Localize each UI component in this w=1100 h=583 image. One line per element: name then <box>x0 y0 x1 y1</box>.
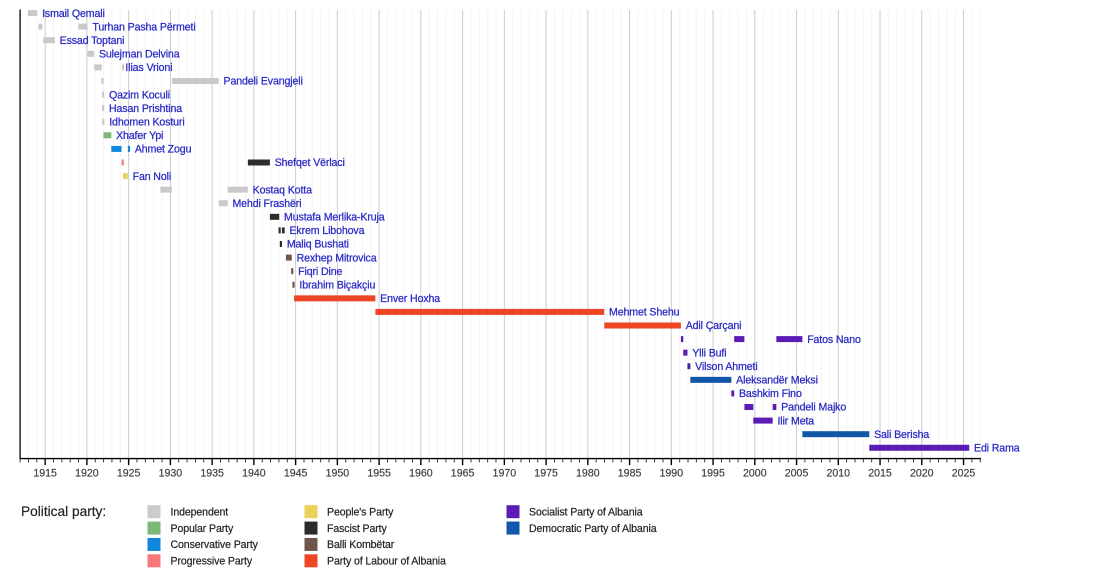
svg-text:Ibrahim Biçakçiu: Ibrahim Biçakçiu <box>299 279 375 291</box>
svg-text:Balli Kombëtar: Balli Kombëtar <box>327 539 395 551</box>
svg-text:Shefqet Vërlaci: Shefqet Vërlaci <box>275 157 345 169</box>
svg-text:Edi Rama: Edi Rama <box>974 442 1020 454</box>
svg-text:Turhan Pasha Përmeti: Turhan Pasha Përmeti <box>92 21 195 33</box>
svg-text:Bashkim Fino: Bashkim Fino <box>739 388 802 400</box>
svg-text:Maliq Bushati: Maliq Bushati <box>287 239 349 251</box>
svg-text:Ylli Bufi: Ylli Bufi <box>692 347 726 359</box>
svg-text:Idhomen Kosturi: Idhomen Kosturi <box>109 116 184 128</box>
svg-text:1965: 1965 <box>451 467 475 479</box>
svg-text:2015: 2015 <box>868 467 892 479</box>
svg-text:Aleksandër Meksi: Aleksandër Meksi <box>736 375 818 387</box>
svg-text:1935: 1935 <box>200 467 224 479</box>
svg-text:Kostaq Kotta: Kostaq Kotta <box>253 184 312 196</box>
svg-text:1980: 1980 <box>576 467 600 479</box>
svg-text:Ilir Meta: Ilir Meta <box>777 415 814 427</box>
svg-text:1915: 1915 <box>33 467 57 479</box>
svg-text:Pandeli Evangjeli: Pandeli Evangjeli <box>224 76 303 88</box>
svg-text:Popular Party: Popular Party <box>171 523 234 535</box>
svg-text:2025: 2025 <box>952 467 976 479</box>
svg-text:Ahmet Zogu: Ahmet Zogu <box>135 144 192 156</box>
svg-text:Hasan Prishtina: Hasan Prishtina <box>109 103 182 115</box>
svg-text:2020: 2020 <box>910 467 934 479</box>
svg-text:1990: 1990 <box>660 467 684 479</box>
svg-text:Enver Hoxha: Enver Hoxha <box>380 293 440 305</box>
svg-text:Xhafer Ypi: Xhafer Ypi <box>116 130 163 142</box>
svg-text:Rexhep Mitrovica: Rexhep Mitrovica <box>297 252 377 264</box>
svg-text:1970: 1970 <box>493 467 517 479</box>
svg-text:1950: 1950 <box>326 467 350 479</box>
svg-text:Political party:: Political party: <box>21 504 106 519</box>
svg-text:Independent: Independent <box>171 506 229 518</box>
svg-text:1940: 1940 <box>242 467 266 479</box>
svg-text:Fascist Party: Fascist Party <box>327 523 387 535</box>
svg-text:Qazim Koculi: Qazim Koculi <box>109 89 170 101</box>
svg-text:Adil Çarçani: Adil Çarçani <box>686 320 742 332</box>
svg-text:1995: 1995 <box>701 467 725 479</box>
svg-text:2010: 2010 <box>827 467 851 479</box>
svg-text:1925: 1925 <box>117 467 141 479</box>
svg-text:Mehmet Shehu: Mehmet Shehu <box>609 307 680 319</box>
svg-text:Democratic Party of Albania: Democratic Party of Albania <box>529 523 657 535</box>
svg-text:People's Party: People's Party <box>327 506 394 518</box>
svg-text:Conservative Party: Conservative Party <box>171 539 259 551</box>
svg-text:Sulejman Delvina: Sulejman Delvina <box>99 49 180 61</box>
svg-text:1975: 1975 <box>534 467 558 479</box>
svg-text:1960: 1960 <box>409 467 433 479</box>
svg-text:Mehdi Frashëri: Mehdi Frashëri <box>232 198 301 210</box>
svg-text:Sali Berisha: Sali Berisha <box>874 429 929 441</box>
svg-text:Essad Toptani: Essad Toptani <box>60 35 125 47</box>
svg-text:Ekrem Libohova: Ekrem Libohova <box>289 225 364 237</box>
svg-text:Mustafa Merlika-Kruja: Mustafa Merlika-Kruja <box>284 212 385 224</box>
svg-text:Fatos Nano: Fatos Nano <box>807 334 861 346</box>
svg-text:Party of Labour of Albania: Party of Labour of Albania <box>327 556 446 568</box>
svg-text:1955: 1955 <box>367 467 391 479</box>
svg-text:Fiqri Dine: Fiqri Dine <box>298 266 342 278</box>
svg-text:Progressive Party: Progressive Party <box>171 556 253 568</box>
svg-text:Ilias Vrioni: Ilias Vrioni <box>125 62 172 74</box>
svg-text:Vilson Ahmeti: Vilson Ahmeti <box>695 361 757 373</box>
svg-text:Ismail Qemali: Ismail Qemali <box>42 8 105 20</box>
svg-text:1930: 1930 <box>159 467 183 479</box>
svg-text:1985: 1985 <box>618 467 642 479</box>
svg-text:Socialist Party of Albania: Socialist Party of Albania <box>529 506 643 518</box>
svg-text:1945: 1945 <box>284 467 308 479</box>
svg-text:Pandeli Majko: Pandeli Majko <box>781 402 846 414</box>
svg-text:Fan Noli: Fan Noli <box>133 171 172 183</box>
svg-text:2005: 2005 <box>785 467 809 479</box>
svg-text:1920: 1920 <box>75 467 99 479</box>
svg-text:2000: 2000 <box>743 467 767 479</box>
